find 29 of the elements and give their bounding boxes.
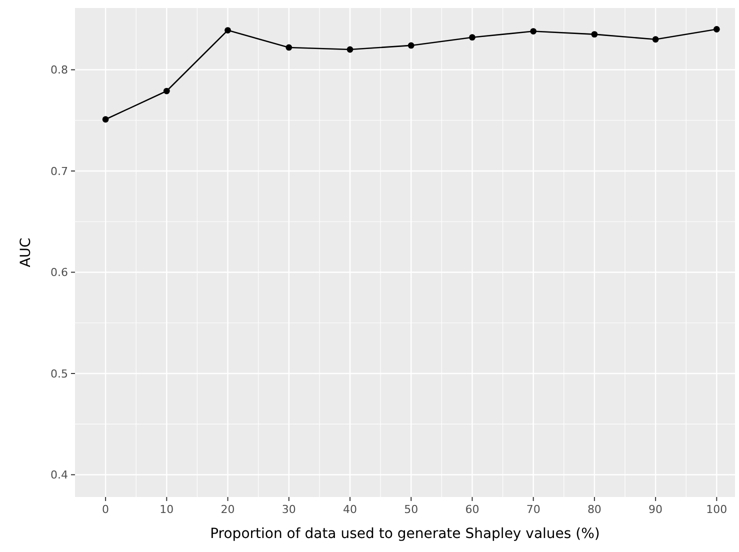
- y-axis-title: AUC: [18, 237, 34, 268]
- y-tick-label: 0.6: [50, 266, 68, 280]
- point: [652, 36, 659, 43]
- y-tick-label: 0.8: [50, 64, 68, 77]
- x-tick-label: 90: [648, 503, 663, 516]
- point: [224, 27, 231, 34]
- point: [469, 34, 476, 41]
- x-tick-label: 20: [220, 503, 235, 516]
- x-tick-label: 80: [587, 503, 602, 516]
- y-tick-label: 0.7: [50, 164, 68, 178]
- point: [102, 116, 109, 123]
- x-tick-label: 60: [465, 503, 480, 516]
- x-tick-label: 40: [343, 503, 357, 516]
- y-tick-label: 0.5: [50, 367, 68, 380]
- x-tick-label: 100: [706, 503, 728, 516]
- x-tick-label: 0: [102, 503, 110, 516]
- x-tick-label: 30: [282, 503, 296, 516]
- point: [408, 42, 414, 49]
- point: [346, 46, 354, 53]
- x-tick-label: 50: [404, 503, 418, 516]
- point: [286, 44, 292, 51]
- x-tick-label: 70: [526, 503, 540, 516]
- y-tick-label: 0.4: [50, 468, 68, 482]
- point: [591, 31, 598, 38]
- point: [163, 88, 170, 94]
- x-tick-label: 10: [160, 503, 174, 516]
- point: [530, 28, 537, 34]
- x-axis-title: Proportion of data used to generate Shapley values (%): [210, 526, 600, 542]
- point: [713, 26, 720, 32]
